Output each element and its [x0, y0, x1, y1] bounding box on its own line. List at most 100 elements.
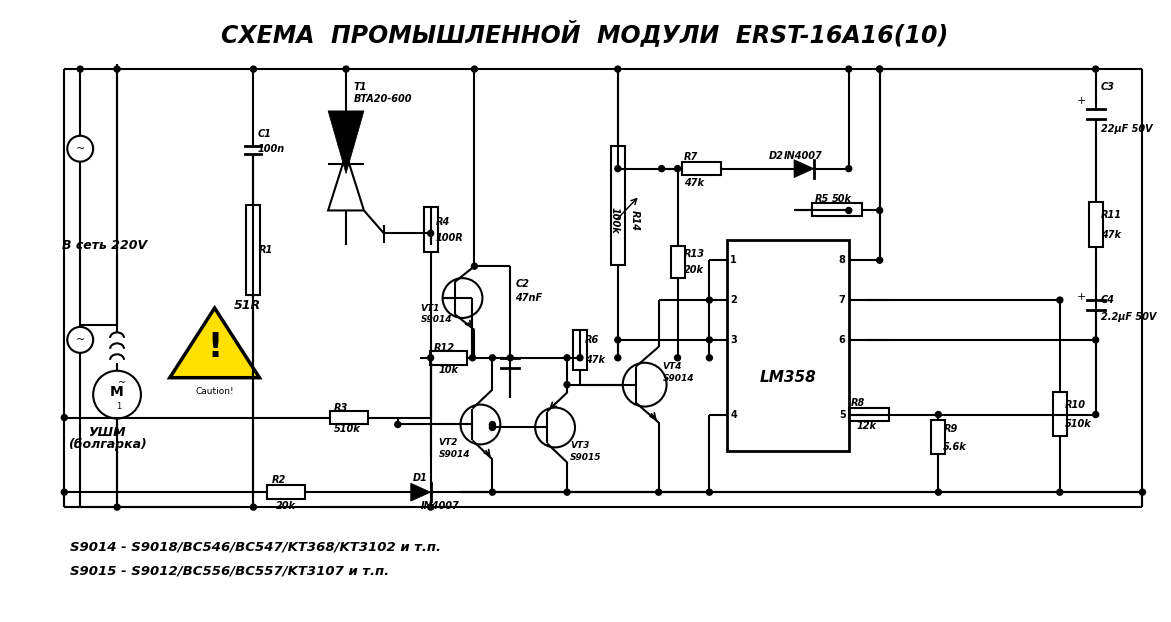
- Circle shape: [845, 66, 851, 72]
- Text: 4: 4: [731, 409, 737, 419]
- Bar: [1053, 392, 1067, 437]
- Circle shape: [251, 504, 256, 510]
- Circle shape: [1057, 489, 1063, 495]
- Text: 100k: 100k: [610, 207, 619, 234]
- Text: R10: R10: [1064, 399, 1086, 409]
- Text: BTA20-600: BTA20-600: [354, 94, 412, 104]
- Polygon shape: [794, 160, 814, 178]
- Circle shape: [61, 414, 67, 420]
- Bar: [727, 240, 849, 452]
- Text: S9015 - S9012/BC556/BC557/KT3107 и т.п.: S9015 - S9012/BC556/BC557/KT3107 и т.п.: [70, 564, 390, 577]
- Circle shape: [845, 165, 851, 172]
- Circle shape: [1139, 489, 1145, 495]
- Bar: [573, 330, 587, 369]
- Circle shape: [427, 355, 433, 361]
- Text: D1: D1: [412, 473, 427, 483]
- Text: 5: 5: [838, 409, 845, 419]
- Text: R11: R11: [1101, 210, 1122, 220]
- Circle shape: [472, 263, 478, 269]
- Circle shape: [615, 66, 621, 72]
- Bar: [682, 162, 721, 175]
- Text: M: M: [110, 384, 124, 399]
- Circle shape: [564, 355, 570, 361]
- Text: СХЕМА  ПРОМЫШЛЕННОЙ  МОДУЛИ  ERST-16A16(10): СХЕМА ПРОМЫШЛЕННОЙ МОДУЛИ ERST-16A16(10): [221, 20, 949, 47]
- Circle shape: [877, 208, 883, 213]
- Circle shape: [472, 66, 478, 72]
- Polygon shape: [411, 483, 431, 501]
- Bar: [671, 246, 685, 278]
- Text: ~: ~: [118, 378, 126, 388]
- Text: R1: R1: [259, 245, 273, 255]
- Text: R12: R12: [433, 343, 454, 353]
- Text: R5: R5: [815, 193, 829, 203]
- Circle shape: [615, 355, 621, 361]
- Circle shape: [77, 66, 83, 72]
- Text: ~: ~: [76, 335, 84, 345]
- Text: Caution!: Caution!: [196, 387, 234, 396]
- Circle shape: [61, 489, 67, 495]
- Text: C1: C1: [258, 129, 272, 139]
- Circle shape: [489, 355, 495, 361]
- Bar: [430, 351, 467, 364]
- Text: 20k: 20k: [684, 265, 704, 275]
- Text: R8: R8: [851, 397, 865, 407]
- Text: 50k: 50k: [831, 193, 851, 203]
- Circle shape: [343, 66, 349, 72]
- Bar: [1089, 203, 1103, 248]
- Text: 100R: 100R: [436, 233, 464, 243]
- Circle shape: [658, 165, 665, 172]
- Bar: [267, 485, 306, 499]
- Circle shape: [507, 355, 513, 361]
- Text: (болгарка): (болгарка): [68, 438, 146, 451]
- Text: R6: R6: [586, 335, 600, 345]
- Text: 47k: 47k: [684, 177, 704, 188]
- Text: C3: C3: [1101, 82, 1115, 92]
- Text: R2: R2: [272, 475, 286, 485]
- Text: 510k: 510k: [1064, 419, 1091, 429]
- Text: R13: R13: [684, 249, 705, 259]
- Text: VT3: VT3: [570, 441, 589, 450]
- Text: 7: 7: [838, 295, 845, 305]
- Bar: [931, 419, 945, 454]
- Text: R9: R9: [944, 424, 958, 435]
- Text: S9014 - S9018/BC546/BC547/KT368/KT3102 и т.п.: S9014 - S9018/BC546/BC547/KT368/KT3102 и…: [70, 541, 441, 554]
- Text: 8: 8: [838, 255, 845, 265]
- Bar: [611, 146, 625, 265]
- Bar: [849, 407, 889, 420]
- Circle shape: [489, 489, 495, 495]
- Text: 1: 1: [116, 402, 122, 411]
- Circle shape: [427, 504, 433, 510]
- Circle shape: [877, 258, 883, 263]
- Text: C4: C4: [1101, 295, 1115, 305]
- Text: 12k: 12k: [857, 422, 877, 432]
- Text: 47k: 47k: [586, 355, 605, 364]
- Text: T1: T1: [354, 82, 368, 92]
- Text: R7: R7: [684, 152, 698, 162]
- Circle shape: [395, 422, 400, 427]
- Text: 6: 6: [838, 335, 845, 345]
- Text: C2: C2: [515, 279, 529, 289]
- Text: 510k: 510k: [334, 424, 361, 435]
- Text: 2: 2: [731, 295, 737, 305]
- Bar: [812, 203, 862, 216]
- Circle shape: [877, 66, 883, 72]
- Circle shape: [1057, 297, 1063, 303]
- Text: 5.6k: 5.6k: [944, 442, 967, 452]
- Text: R14: R14: [630, 210, 639, 231]
- Text: IN4007: IN4007: [420, 501, 459, 511]
- Circle shape: [936, 489, 941, 495]
- Circle shape: [877, 66, 883, 72]
- Circle shape: [936, 412, 941, 417]
- Circle shape: [251, 66, 256, 72]
- Circle shape: [427, 230, 433, 236]
- Text: S9014: S9014: [420, 315, 452, 325]
- Text: VT4: VT4: [663, 362, 682, 371]
- Circle shape: [564, 382, 570, 388]
- Circle shape: [615, 337, 621, 343]
- Text: S9015: S9015: [570, 453, 602, 462]
- Text: VT1: VT1: [420, 304, 440, 312]
- Bar: [246, 205, 260, 295]
- Circle shape: [489, 422, 495, 427]
- Text: D2: D2: [769, 151, 785, 160]
- Text: LM358: LM358: [760, 370, 816, 385]
